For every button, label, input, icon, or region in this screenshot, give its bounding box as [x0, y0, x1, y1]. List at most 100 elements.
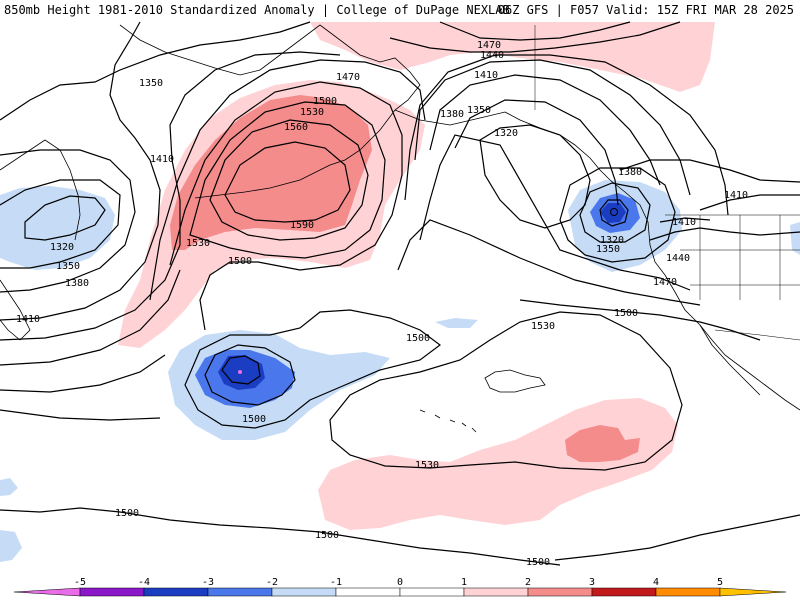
- contour-1350-bc: [579, 182, 651, 243]
- coast-islands: [484, 369, 546, 393]
- contour-1500-sw: [0, 507, 561, 566]
- colorbar-tick-label: -4: [138, 577, 150, 588]
- anomaly-area-neg1-sw: [0, 478, 18, 496]
- colorbar-tick-label: 5: [717, 577, 723, 588]
- colorbar-swatch-pos3: [591, 587, 657, 597]
- contour-low-inner: [221, 355, 261, 385]
- contour-1470-goa: [419, 134, 691, 291]
- contour-label: 1560: [284, 122, 308, 133]
- colorbar-tick-label: 4: [653, 577, 659, 588]
- colorbar-arrow-right: [719, 587, 787, 597]
- contour-1440-west: [0, 51, 341, 341]
- contour-label: 1410: [16, 314, 40, 325]
- contour-1320-bc: [599, 199, 629, 227]
- map-header: 850mb Height 1981-2010 Standardized Anom…: [0, 0, 800, 20]
- contour-1500-east: [519, 299, 761, 341]
- contour-label: 1320: [50, 242, 74, 253]
- contour-label: 1470: [336, 72, 360, 83]
- anomaly-area-neg1-west: [0, 186, 115, 270]
- contour-label: 1470: [477, 40, 501, 51]
- contour-1410-goa: [414, 59, 691, 196]
- contour-label: 1350: [139, 78, 163, 89]
- colorbar-swatch-pos4: [655, 587, 721, 597]
- contour-1530: [189, 101, 386, 259]
- contour-1410-east2: [659, 217, 711, 223]
- colorbar-tick-label: -3: [202, 577, 214, 588]
- anomaly-area-pos2-ridge: [170, 95, 372, 250]
- contour-label: 1500: [228, 256, 252, 267]
- contour-label: 1500: [614, 308, 638, 319]
- contour-1350-nw: [0, 21, 311, 121]
- contour-label: 1530: [415, 460, 439, 471]
- colorbar: -5 -4 -3 -2 -1 0 1 2 3 4 5: [0, 575, 800, 600]
- contour-label: 1350: [56, 261, 80, 272]
- contour-label: 1470: [653, 277, 677, 288]
- contour-label: 1410: [672, 217, 696, 228]
- contour-label: 1500: [242, 414, 266, 425]
- contour-label: 1380: [440, 109, 464, 120]
- coastlines: [0, 24, 800, 433]
- low-center-markers: [238, 208, 618, 374]
- contour-1320-west: [24, 195, 106, 241]
- contour-1440-east: [649, 227, 800, 241]
- colorbar-tick-label: 0: [397, 577, 403, 588]
- contour-1500-sse: [554, 514, 800, 561]
- contour-label-group: 1350 1410 1320 1350 1380 1410 1470 1500 …: [16, 40, 748, 568]
- contour-label: 1440: [480, 50, 504, 61]
- contour-1410-west: [0, 21, 161, 321]
- contour-label: 1380: [65, 278, 89, 289]
- contour-label: 1500: [526, 557, 550, 568]
- contour-label: 1320: [494, 128, 518, 139]
- coast-japan: [0, 279, 31, 341]
- colorbar-tick-label: 1: [461, 577, 467, 588]
- contour-misc-1: [0, 354, 166, 393]
- contour-label: 1410: [150, 154, 174, 165]
- coast-aleutians: [194, 164, 331, 199]
- colorbar-swatch-neg1: [335, 587, 401, 597]
- contour-label: 1440: [666, 253, 690, 264]
- contour-label: 1350: [467, 105, 491, 116]
- contour-1410-east: [699, 194, 800, 211]
- contour-1470-ridge: [149, 59, 426, 301]
- contour-label: 1320: [600, 235, 624, 246]
- coast-baja: [699, 324, 761, 396]
- border-states-1: [680, 215, 800, 300]
- colorbar-tick-label: -1: [330, 577, 342, 588]
- coast-bc: [559, 134, 666, 276]
- height-contours: [0, 21, 800, 566]
- contour-low-outer: [204, 344, 296, 406]
- contour-label: 1410: [474, 70, 498, 81]
- header-title: 850mb Height 1981-2010 Standardized Anom…: [4, 3, 510, 17]
- contour-1470-north: [439, 21, 631, 41]
- contour-label: 1500: [406, 333, 430, 344]
- contour-1590: [224, 141, 351, 223]
- colorbar-swatch-neg2: [271, 587, 337, 597]
- header-model-valid: 06Z GFS | F057 Valid: 15Z FRI MAR 28 202…: [497, 3, 794, 17]
- anomaly-area-neg3-bc: [600, 203, 626, 223]
- colorbar-swatch-pos2: [527, 587, 593, 597]
- colorbar-swatch-pos1: [463, 587, 529, 597]
- contour-label: 1500: [313, 96, 337, 107]
- anomaly-area-pos2-south: [565, 425, 640, 462]
- coast-hawaii: [419, 409, 477, 433]
- anomaly-area-neg1-small: [435, 318, 478, 328]
- contour-1350-west: [0, 179, 121, 269]
- contour-misc-2: [0, 409, 161, 421]
- contour-1380-east: [619, 159, 800, 183]
- low-center-bc: [610, 208, 618, 216]
- low-center-pacific: [238, 370, 242, 374]
- contour-label: 1500: [315, 530, 339, 541]
- contour-1470-west: [0, 269, 181, 366]
- colorbar-tick-label: 3: [589, 577, 595, 588]
- contour-label: 1590: [290, 220, 314, 231]
- colorbar-ticks: -5 -4 -3 -2 -1 0 1 2 3 4 5: [74, 577, 723, 588]
- colorbar-swatch-neg3: [207, 587, 273, 597]
- contour-label: 1410: [724, 190, 748, 201]
- contour-label: 1530: [186, 238, 210, 249]
- anomaly-shading: [0, 22, 800, 562]
- coast-us-west: [664, 274, 800, 411]
- contour-1380-bc: [559, 167, 676, 263]
- contour-label: 1530: [300, 107, 324, 118]
- contour-1440-north: [389, 21, 681, 53]
